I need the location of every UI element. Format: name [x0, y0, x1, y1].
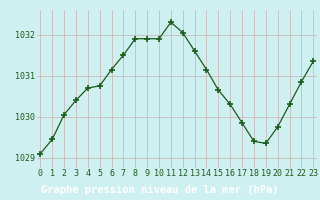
Text: Graphe pression niveau de la mer (hPa): Graphe pression niveau de la mer (hPa) [41, 185, 279, 195]
